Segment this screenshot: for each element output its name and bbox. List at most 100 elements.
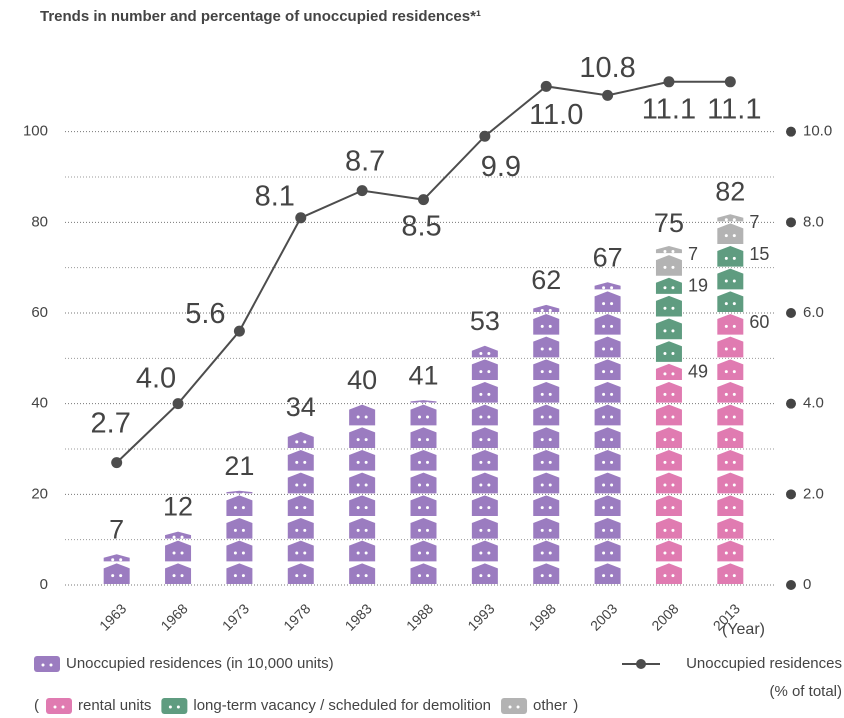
icon-dot — [516, 705, 520, 709]
house-icon — [287, 431, 314, 448]
line-point — [418, 194, 429, 206]
icon-dot — [241, 574, 245, 578]
bar — [655, 277, 682, 362]
house-icon — [349, 540, 376, 562]
y2-tick-label: 8.0 — [803, 213, 824, 230]
icon-dot — [479, 370, 483, 374]
total-label: 7 — [109, 514, 124, 544]
icon-dot — [295, 528, 299, 532]
icon-dot — [671, 372, 675, 376]
icon-dot — [663, 329, 667, 333]
icon-dot — [479, 551, 483, 555]
segment-label: 19 — [688, 275, 708, 295]
total-label: 12 — [163, 492, 193, 522]
icon-dot — [602, 506, 606, 510]
house-icon — [594, 291, 621, 312]
house-icon — [226, 563, 253, 584]
house-icon — [226, 490, 253, 494]
house-icon — [717, 450, 744, 471]
y-tick-label: 20 — [31, 485, 48, 502]
icon-dot — [732, 506, 736, 510]
icon-dot — [724, 218, 728, 222]
line-value-label: 8.1 — [255, 180, 295, 212]
legend-paren: ( — [34, 697, 39, 714]
icon-dot — [426, 401, 429, 405]
icon-dot — [548, 528, 552, 532]
bar — [165, 531, 192, 584]
house-icon — [594, 282, 621, 290]
bar — [471, 345, 498, 584]
icon-dot — [724, 234, 728, 238]
bar — [717, 246, 744, 312]
icon-dot — [540, 392, 544, 396]
house-icon — [287, 540, 314, 562]
house-icon — [226, 518, 253, 539]
icon-dot — [119, 558, 123, 562]
icon-dot — [356, 551, 360, 555]
icon-dot — [724, 460, 728, 464]
icon-dot — [610, 347, 614, 351]
icon-dot — [364, 438, 368, 442]
icon-dot — [548, 308, 552, 312]
line-point — [602, 89, 614, 101]
icon-dot — [602, 528, 606, 532]
icon-dot — [663, 460, 667, 464]
icon-dot — [364, 483, 368, 487]
icon-dot — [233, 528, 237, 532]
icon-dot — [487, 551, 491, 555]
house-icon — [287, 472, 314, 494]
icon-dot — [303, 460, 307, 464]
house-icon — [717, 359, 744, 380]
y2-tick-mark — [786, 489, 796, 500]
house-icon — [471, 382, 498, 403]
house-icon — [594, 540, 621, 562]
icon-dot — [732, 256, 736, 260]
house-icon — [533, 427, 560, 448]
y2-tick-mark — [786, 126, 796, 137]
icon-dot — [172, 574, 176, 578]
icon-dot — [724, 392, 728, 396]
legend-paren: ) — [573, 697, 578, 714]
house-icon — [471, 495, 498, 516]
icon-dot — [487, 392, 491, 396]
icon-dot — [724, 279, 728, 283]
house-icon — [533, 382, 560, 403]
icon-dot — [364, 415, 368, 419]
icon-dot — [418, 574, 421, 578]
icon-dot — [426, 415, 429, 419]
icon-dot — [176, 705, 180, 709]
icon-dot — [724, 324, 728, 328]
house-icon — [717, 246, 744, 267]
icon-dot — [540, 347, 544, 351]
icon-dot — [732, 302, 736, 306]
icon-dot — [732, 218, 736, 222]
line-point — [479, 130, 491, 142]
house-icon — [594, 495, 621, 516]
icon-dot — [111, 574, 115, 578]
icon-dot — [233, 506, 237, 510]
icon-dot — [487, 528, 491, 532]
house-icon — [349, 404, 376, 426]
x-tick-label: 2008 — [648, 600, 681, 633]
icon-dot — [671, 551, 675, 555]
line-point — [172, 398, 184, 410]
icon-dot — [610, 324, 614, 328]
house-icon — [533, 518, 560, 539]
y-tick-label: 80 — [31, 213, 48, 230]
icon-dot — [303, 483, 307, 487]
icon-dot — [479, 528, 483, 532]
icon-dot — [426, 483, 429, 487]
house-icon — [717, 336, 744, 358]
house-icon — [410, 540, 437, 562]
icon-dot — [732, 279, 736, 283]
house-icon — [165, 531, 192, 539]
house-icon — [717, 404, 744, 426]
house-icon — [533, 495, 560, 516]
bar — [717, 314, 744, 584]
icon-dot — [732, 415, 736, 419]
house-icon — [655, 255, 682, 276]
icon-dot — [602, 286, 606, 290]
icon-dot — [233, 574, 237, 578]
house-icon — [655, 518, 682, 539]
icon-dot — [732, 347, 736, 351]
